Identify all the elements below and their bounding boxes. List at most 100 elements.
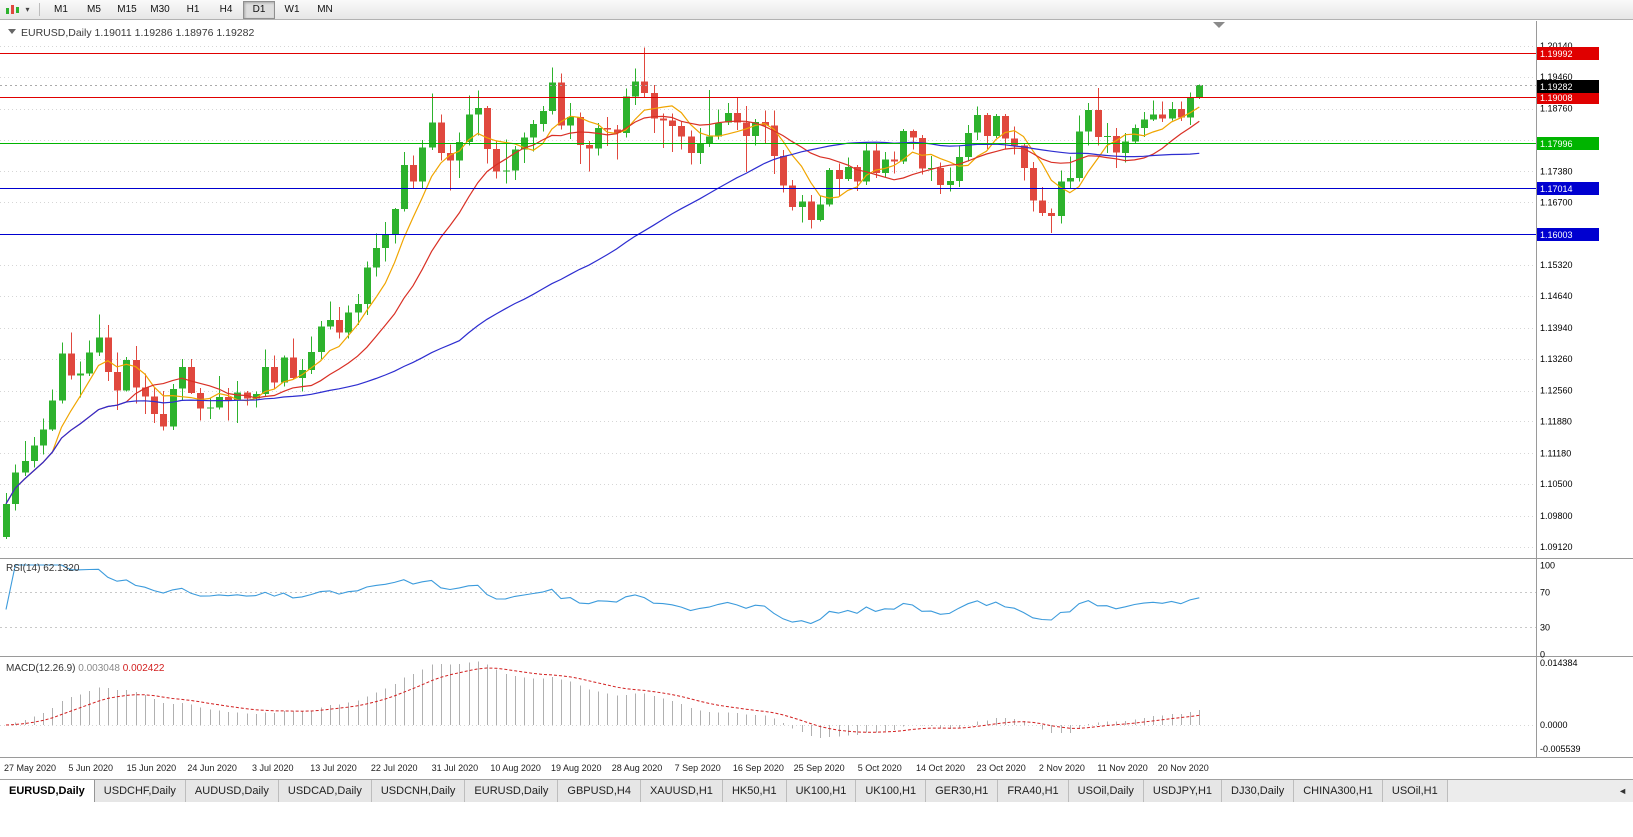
chart-tab-usdjpy-h1[interactable]: USDJPY,H1: [1143, 780, 1223, 802]
chart-tab-audusd-daily[interactable]: AUDUSD,Daily: [185, 780, 279, 802]
svg-text:5 Oct 2020: 5 Oct 2020: [858, 763, 902, 773]
timeframe-buttons: M1 M5 M15 M30 H1 H4 D1 W1 MN: [45, 0, 342, 19]
ma-line-50: [5, 141, 1200, 505]
chart-tab-usoil-daily[interactable]: USOil,Daily: [1068, 780, 1144, 802]
timeframe-button-m15[interactable]: M15: [117, 4, 137, 15]
rsi-axis-label: 30: [1540, 623, 1550, 633]
macd-axis-label: 0.0000: [1540, 720, 1568, 730]
svg-text:1.15320: 1.15320: [1540, 260, 1573, 270]
chart-tab-dj30-daily[interactable]: DJ30,Daily: [1222, 780, 1295, 802]
candlestick-icon: [6, 4, 19, 14]
chart-tab-usdcnh-daily[interactable]: USDCNH,Daily: [371, 780, 466, 802]
macd-histogram: [15, 661, 1200, 739]
svg-text:1.19992: 1.19992: [1540, 49, 1573, 59]
svg-text:1.13260: 1.13260: [1540, 354, 1573, 364]
timeframe-button-h1[interactable]: H1: [186, 4, 200, 15]
svg-text:3 Jul 2020: 3 Jul 2020: [252, 763, 294, 773]
chart-marker-icon[interactable]: [8, 29, 16, 34]
svg-text:1.16700: 1.16700: [1540, 197, 1573, 207]
svg-text:1.10500: 1.10500: [1540, 479, 1573, 489]
rsi-axis-label: 70: [1540, 588, 1550, 598]
ma-line-14: [5, 115, 1200, 505]
rsi-line: [5, 564, 1200, 625]
timeframe-button-w1[interactable]: W1: [284, 4, 300, 15]
candles: [3, 47, 1203, 539]
current-price-label: 1.19282: [1537, 80, 1599, 93]
svg-text:27 May 2020: 27 May 2020: [4, 763, 56, 773]
chart-header-ohlc: EURUSD,Daily 1.19011 1.19286 1.18976 1.1…: [21, 27, 254, 39]
svg-text:1.13940: 1.13940: [1540, 323, 1573, 333]
svg-text:28 Aug 2020: 28 Aug 2020: [612, 763, 663, 773]
chart-type-icon[interactable]: [3, 2, 21, 18]
svg-text:1.09800: 1.09800: [1540, 511, 1573, 521]
svg-text:23 Oct 2020: 23 Oct 2020: [977, 763, 1026, 773]
price-label-1.19008: 1.19008: [1537, 91, 1599, 104]
svg-text:13 Jul 2020: 13 Jul 2020: [310, 763, 357, 773]
timeframe-button-m5[interactable]: M5: [87, 4, 101, 15]
svg-text:31 Jul 2020: 31 Jul 2020: [432, 763, 479, 773]
chart-tab-ger30-h1[interactable]: GER30,H1: [926, 780, 999, 802]
svg-text:7 Sep 2020: 7 Sep 2020: [675, 763, 721, 773]
timeframe-button-m1[interactable]: M1: [54, 4, 68, 15]
svg-text:25 Sep 2020: 25 Sep 2020: [794, 763, 845, 773]
chart-tab-bar: EURUSD,Daily USDCHF,Daily AUDUSD,Daily USDC…: [0, 779, 1633, 802]
svg-text:1.19008: 1.19008: [1540, 93, 1573, 103]
chart-background: [0, 21, 1633, 779]
chart-tab-usdchf-daily[interactable]: USDCHF,Daily: [94, 780, 186, 802]
svg-text:1.19460: 1.19460: [1540, 72, 1573, 82]
timeframe-button-mn[interactable]: MN: [317, 4, 333, 15]
macd-title: MACD(12.26.9) 0.003048 0.002422: [6, 663, 165, 674]
svg-text:2 Nov 2020: 2 Nov 2020: [1039, 763, 1085, 773]
svg-text:1.20140: 1.20140: [1540, 41, 1573, 51]
svg-text:16 Sep 2020: 16 Sep 2020: [733, 763, 784, 773]
svg-text:1.18760: 1.18760: [1540, 104, 1573, 114]
svg-text:14 Oct 2020: 14 Oct 2020: [916, 763, 965, 773]
svg-text:1.17014: 1.17014: [1540, 184, 1573, 194]
timeframe-button-h4[interactable]: H4: [219, 4, 233, 15]
svg-text:1.16003: 1.16003: [1540, 230, 1573, 240]
chart-tab-china300-h1[interactable]: CHINA300,H1: [1294, 780, 1383, 802]
svg-text:1.17996: 1.17996: [1540, 139, 1573, 149]
chart-tab-hk50-h1[interactable]: HK50,H1: [722, 780, 787, 802]
chart-tab-xauusd-h1[interactable]: XAUUSD,H1: [640, 780, 723, 802]
svg-text:1.19282: 1.19282: [1540, 82, 1573, 92]
svg-text:1.11880: 1.11880: [1540, 417, 1572, 427]
timeframe-button-d1[interactable]: D1: [243, 0, 275, 19]
main-grid: [0, 46, 1536, 548]
ma-line-6: [5, 105, 1200, 505]
chart-tab-usdcad-daily[interactable]: USDCAD,Daily: [278, 780, 372, 802]
svg-text:24 Jun 2020: 24 Jun 2020: [187, 763, 237, 773]
chart-tab-eurusd-daily[interactable]: EURUSD,Daily: [0, 780, 95, 802]
timeframe-button-m30[interactable]: M30: [150, 4, 170, 15]
svg-text:1.17380: 1.17380: [1540, 166, 1573, 176]
svg-text:22 Jul 2020: 22 Jul 2020: [371, 763, 418, 773]
macd-axis-label: -0.005539: [1540, 744, 1581, 754]
chart-tab-uk100-h1[interactable]: UK100,H1: [786, 780, 857, 802]
price-label-1.16003: 1.16003: [1537, 228, 1599, 241]
svg-text:10 Aug 2020: 10 Aug 2020: [490, 763, 541, 773]
chart-tab-usoil-h1[interactable]: USOil,H1: [1382, 780, 1448, 802]
chart-tab-uk100-h1[interactable]: UK100,H1: [856, 780, 927, 802]
svg-text:19 Aug 2020: 19 Aug 2020: [551, 763, 602, 773]
macd-signal-line: [5, 667, 1200, 733]
tab-scroll-left-icon[interactable]: ◄: [1618, 786, 1627, 796]
price-label-1.17014: 1.17014: [1537, 182, 1599, 195]
toolbar-separator: [39, 3, 40, 16]
macd-axis-label: 0.014384: [1540, 658, 1578, 668]
svg-text:1.09120: 1.09120: [1540, 542, 1573, 552]
rsi-title: RSI(14) 62.1320: [6, 563, 80, 574]
svg-text:1.12560: 1.12560: [1540, 386, 1573, 396]
price-label-1.17996: 1.17996: [1537, 137, 1599, 150]
rsi-axis-label: 100: [1540, 561, 1555, 571]
chart-shift-marker-icon[interactable]: [1213, 22, 1225, 28]
svg-text:11 Nov 2020: 11 Nov 2020: [1097, 763, 1147, 773]
svg-text:15 Jun 2020: 15 Jun 2020: [127, 763, 177, 773]
chevron-down-icon[interactable]: ▾: [25, 5, 30, 14]
time-axis: 27 May 2020 5 Jun 2020 15 Jun 2020 24 Jun 2…: [4, 763, 1209, 773]
chart-tab-fra40-h1[interactable]: FRA40,H1: [998, 780, 1069, 802]
timeframe-toolbar: ▾ M1 M5 M15 M30 H1 H4 D1 W1 MN: [0, 0, 1633, 20]
chart-tab-eurusd-daily[interactable]: EURUSD,Daily: [465, 780, 559, 802]
chart-tab-gbpusd-h4[interactable]: GBPUSD,H4: [558, 780, 641, 802]
